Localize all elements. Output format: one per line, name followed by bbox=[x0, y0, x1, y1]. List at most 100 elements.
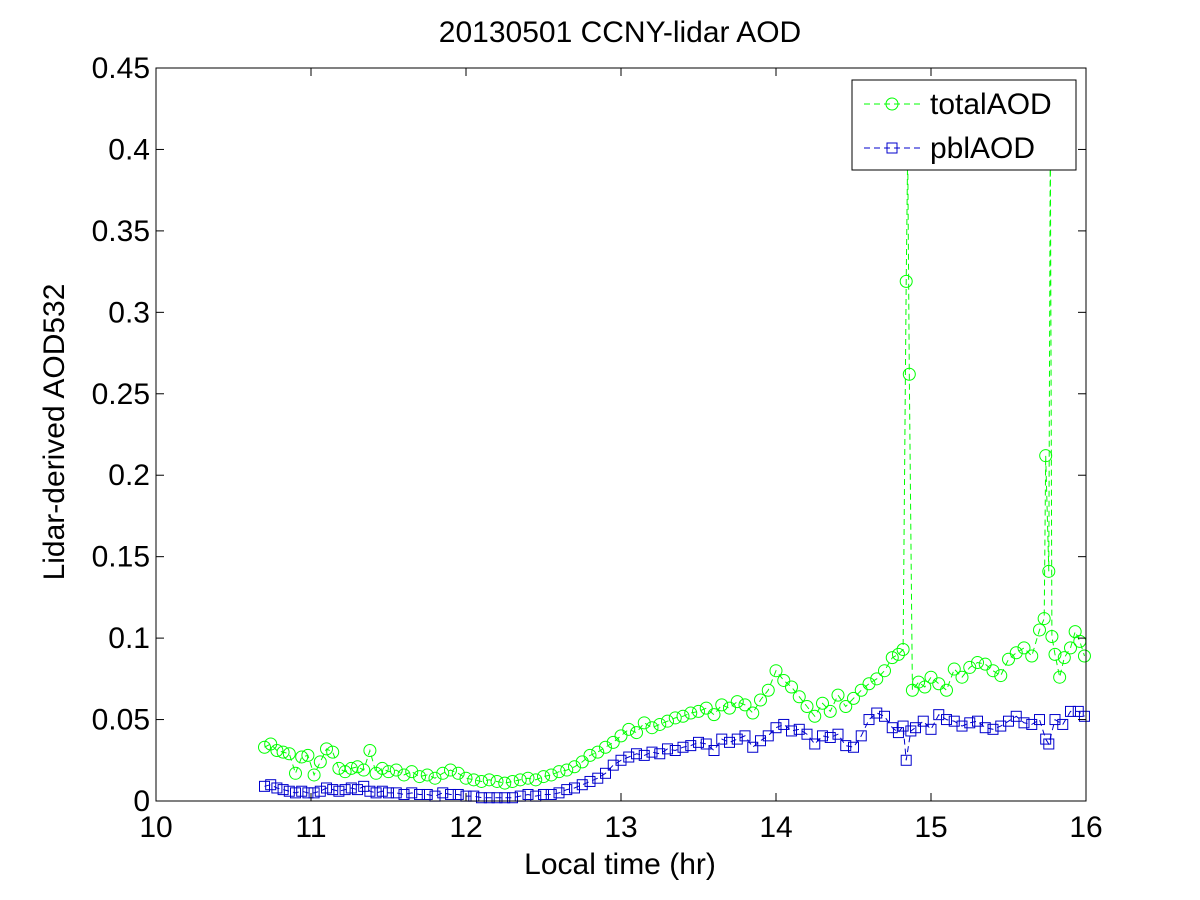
series-totalAOD bbox=[258, 126, 1091, 790]
data-point-totalAOD bbox=[1045, 629, 1059, 643]
data-point-totalAOD bbox=[482, 773, 496, 787]
data-point-pblAOD bbox=[576, 779, 588, 791]
data-point-pblAOD bbox=[956, 720, 968, 732]
data-point-totalAOD bbox=[792, 690, 806, 704]
data-point-pblAOD bbox=[545, 788, 557, 800]
data-point-pblAOD bbox=[283, 785, 295, 797]
data-point-pblAOD bbox=[917, 715, 929, 727]
data-point-totalAOD bbox=[699, 701, 713, 715]
data-point-totalAOD bbox=[544, 768, 558, 782]
data-point-totalAOD bbox=[808, 709, 822, 723]
plot-series bbox=[258, 126, 1091, 804]
data-point-totalAOD bbox=[301, 748, 315, 762]
data-point-pblAOD bbox=[499, 792, 511, 804]
data-point-pblAOD bbox=[406, 787, 418, 799]
data-point-pblAOD bbox=[302, 787, 314, 799]
data-point-totalAOD bbox=[896, 643, 910, 657]
x-tick-label: 11 bbox=[295, 811, 326, 844]
data-point-pblAOD bbox=[708, 745, 720, 757]
data-point-pblAOD bbox=[507, 792, 518, 804]
data-point-totalAOD bbox=[653, 717, 667, 731]
data-point-totalAOD bbox=[899, 274, 913, 288]
plot-frame bbox=[155, 67, 1087, 802]
data-point-totalAOD bbox=[668, 711, 682, 725]
y-tick-label: 0.4 bbox=[108, 133, 150, 166]
data-point-pblAOD bbox=[693, 736, 704, 748]
data-point-pblAOD bbox=[871, 707, 883, 719]
data-point-totalAOD bbox=[947, 662, 961, 676]
data-point-pblAOD bbox=[832, 728, 844, 740]
data-point-pblAOD bbox=[483, 792, 495, 804]
y-tick-label: 0.35 bbox=[92, 215, 150, 248]
data-point-pblAOD bbox=[569, 782, 580, 794]
data-point-totalAOD bbox=[684, 706, 698, 720]
data-point-pblAOD bbox=[778, 718, 790, 730]
data-point-totalAOD bbox=[1002, 652, 1015, 666]
data-point-totalAOD bbox=[326, 745, 340, 759]
data-point-totalAOD bbox=[994, 669, 1008, 683]
data-point-totalAOD bbox=[276, 745, 290, 759]
data-point-pblAOD bbox=[739, 730, 751, 742]
data-point-totalAOD bbox=[1025, 649, 1039, 663]
data-point-pblAOD bbox=[770, 722, 782, 734]
data-point-totalAOD bbox=[568, 760, 581, 774]
data-point-totalAOD bbox=[599, 740, 612, 754]
data-point-pblAOD bbox=[277, 784, 289, 796]
chart-title: 20130501 CCNY-lidar AOD bbox=[439, 16, 801, 49]
data-point-totalAOD bbox=[978, 657, 992, 671]
data-point-pblAOD bbox=[561, 784, 573, 796]
data-point-pblAOD bbox=[339, 784, 351, 796]
data-point-pblAOD bbox=[327, 784, 339, 796]
data-point-pblAOD bbox=[333, 785, 345, 797]
data-point-pblAOD bbox=[824, 731, 836, 743]
data-point-pblAOD bbox=[265, 779, 277, 791]
data-point-totalAOD bbox=[552, 765, 566, 779]
data-point-pblAOD bbox=[1018, 717, 1030, 729]
data-point-totalAOD bbox=[715, 698, 729, 712]
y-tick-label: 0.45 bbox=[92, 52, 150, 85]
data-point-totalAOD bbox=[1017, 641, 1031, 655]
y-tick-label: 0.3 bbox=[108, 296, 150, 329]
x-tick-label: 14 bbox=[759, 811, 792, 844]
data-point-totalAOD bbox=[375, 761, 389, 775]
data-point-pblAOD bbox=[491, 792, 503, 804]
data-point-totalAOD bbox=[622, 722, 636, 736]
data-point-pblAOD bbox=[522, 788, 534, 800]
data-point-pblAOD bbox=[724, 736, 735, 748]
x-axis-label: Local time (hr) bbox=[524, 848, 716, 881]
data-point-totalAOD bbox=[405, 765, 419, 779]
data-point-pblAOD bbox=[600, 767, 611, 779]
legend-box bbox=[851, 79, 1077, 171]
data-point-pblAOD bbox=[662, 743, 673, 755]
data-point-totalAOD bbox=[777, 673, 791, 687]
data-point-pblAOD bbox=[1065, 705, 1076, 717]
data-point-pblAOD bbox=[352, 784, 363, 796]
data-point-pblAOD bbox=[1010, 710, 1022, 722]
data-point-totalAOD bbox=[444, 763, 457, 777]
data-point-pblAOD bbox=[414, 788, 425, 800]
data-point-totalAOD bbox=[357, 763, 371, 777]
legend-label-totalAOD: totalAOD bbox=[930, 88, 1052, 121]
data-point-pblAOD bbox=[584, 775, 596, 787]
data-point-pblAOD bbox=[786, 725, 797, 737]
y-tick-label: 0.05 bbox=[92, 704, 150, 737]
data-point-totalAOD bbox=[870, 672, 884, 686]
data-point-pblAOD bbox=[271, 782, 283, 794]
data-point-pblAOD bbox=[879, 710, 890, 722]
data-point-pblAOD bbox=[925, 723, 937, 735]
data-point-totalAOD bbox=[785, 680, 798, 694]
data-point-totalAOD bbox=[307, 768, 321, 782]
data-point-pblAOD bbox=[972, 715, 983, 727]
data-point-pblAOD bbox=[863, 714, 875, 726]
data-point-totalAOD bbox=[475, 774, 488, 788]
data-point-totalAOD bbox=[1009, 646, 1023, 660]
x-tick-label: 12 bbox=[449, 811, 482, 844]
data-point-totalAOD bbox=[816, 696, 829, 710]
data-point-totalAOD bbox=[940, 683, 953, 697]
data-point-totalAOD bbox=[986, 664, 1000, 678]
data-point-totalAOD bbox=[630, 726, 643, 740]
legend: totalAOD pblAOD bbox=[851, 79, 1077, 171]
data-point-totalAOD bbox=[902, 367, 916, 381]
data-point-pblAOD bbox=[987, 723, 999, 735]
data-point-totalAOD bbox=[746, 706, 760, 720]
